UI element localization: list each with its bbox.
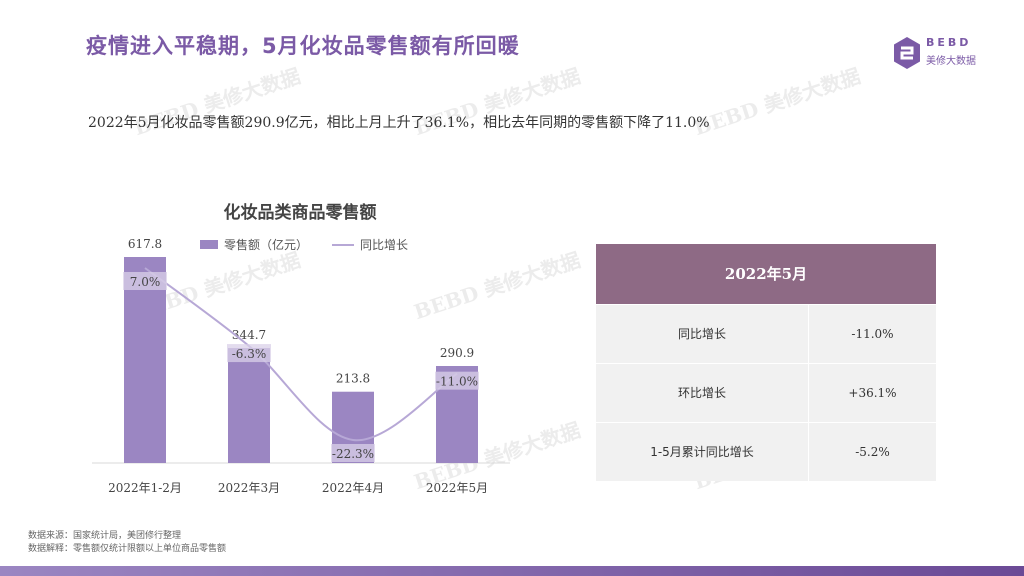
legend-line-swatch: [332, 243, 355, 246]
bar-2: [228, 348, 270, 463]
x-tick-label: 2022年3月: [218, 481, 280, 495]
chart-legend: 零售额（亿元） 同比增长: [200, 236, 408, 253]
bar-1: [124, 257, 166, 463]
logo-subtitle: 美修大数据: [926, 56, 976, 67]
bar-value-label: 290.9: [440, 346, 474, 360]
table-cell-label: 1-5月累计同比增长: [596, 423, 809, 481]
line-value-label: 7.0%: [130, 275, 161, 289]
table-cell-value: -5.2%: [855, 445, 890, 459]
data-explanation-note: 数据解释：零售额仅统计限额以上单位商品零售额: [28, 544, 227, 554]
table-cell-label: 同比增长: [596, 305, 809, 363]
table-row: 环比增长 +36.1%: [596, 363, 936, 422]
line-value-label: -22.3%: [332, 447, 374, 461]
table-cell-value: -11.0%: [851, 327, 894, 341]
summary-text: 2022年5月化妆品零售额290.9亿元，相比上月上升了36.1%，相比去年同期…: [88, 115, 710, 131]
x-tick-label: 2022年5月: [426, 481, 488, 495]
table-row: 1-5月累计同比增长 -5.2%: [596, 422, 936, 481]
table-row: 同比增长 -11.0%: [596, 304, 936, 363]
bar-value-label: 213.8: [336, 372, 370, 386]
may-summary-table: 2022年5月 同比增长 -11.0% 环比增长 +36.1% 1-5月累计同比…: [596, 244, 936, 481]
table-cell-value: +36.1%: [848, 386, 897, 400]
line-label-box: [435, 371, 479, 390]
chart-title: 化妆品类商品零售额: [223, 203, 377, 223]
bottom-accent-bar: [0, 566, 1024, 576]
line-label-box: [227, 344, 271, 363]
line-value-label: -11.0%: [436, 375, 478, 389]
logo-wordmark: BEBD: [926, 36, 972, 49]
bar-value-label: 344.7: [232, 328, 266, 342]
data-source-note: 数据来源：国家统计局，美团修行整理: [28, 531, 182, 541]
page-title: 疫情进入平稳期，5月化妆品零售额有所回暖: [86, 34, 520, 58]
table-header: 2022年5月: [596, 244, 936, 304]
table-cell-label: 环比增长: [596, 364, 809, 422]
brand-logo: BEBD 美修大数据: [892, 36, 1002, 72]
x-tick-label: 2022年1-2月: [108, 481, 182, 495]
line-label-box: [331, 444, 375, 462]
bar-value-label: 617.8: [128, 237, 162, 251]
x-tick-label: 2022年4月: [322, 481, 384, 495]
hexagon-logo-icon: [894, 37, 920, 69]
legend-bar-swatch: [200, 240, 218, 249]
line-label-box: [123, 272, 167, 290]
yoy-growth-line: [144, 267, 458, 442]
line-value-label: -6.3%: [232, 347, 267, 361]
legend-bar-label: 零售额（亿元）: [224, 238, 309, 252]
legend-line-label: 同比增长: [360, 238, 409, 252]
